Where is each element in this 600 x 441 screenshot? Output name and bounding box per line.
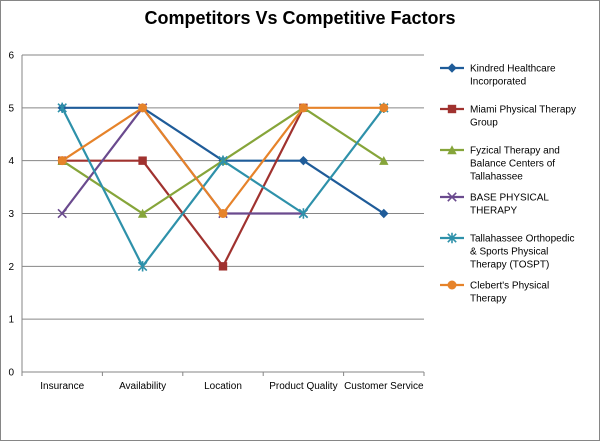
y-tick-label: 6 xyxy=(8,51,14,62)
legend-label: THERAPY xyxy=(470,206,518,217)
legend-marker xyxy=(447,280,457,290)
legend-label: & Sports Physical xyxy=(470,247,548,258)
y-tick-label: 4 xyxy=(8,156,14,167)
legend-label: Therapy (TOSPT) xyxy=(470,260,549,271)
legend-marker xyxy=(447,63,457,73)
data-point xyxy=(218,209,228,218)
y-tick-label: 5 xyxy=(8,103,14,114)
legend-label: Fyzical Therapy and xyxy=(470,146,560,157)
legend-label: Miami Physical Therapy xyxy=(470,105,576,116)
y-tick-label: 2 xyxy=(8,262,14,273)
data-point xyxy=(57,102,67,114)
data-point xyxy=(379,155,389,165)
data-point xyxy=(138,156,147,165)
legend-label: Group xyxy=(470,118,498,129)
data-point xyxy=(298,103,308,113)
legend-marker xyxy=(447,192,457,202)
y-tick-label: 1 xyxy=(8,315,14,326)
data-point xyxy=(137,208,148,218)
legend-marker xyxy=(447,104,457,114)
data-point xyxy=(298,208,309,219)
legend-label: Clebert's Physical xyxy=(470,281,549,292)
x-tick-label: Product Quality xyxy=(269,381,337,392)
legend-label: Kindred Healthcare xyxy=(470,64,556,75)
x-tick-label: Location xyxy=(204,381,242,392)
data-point xyxy=(138,103,148,113)
legend-marker xyxy=(447,145,457,155)
legend-label: Tallahassee xyxy=(470,172,523,183)
legend-label: Therapy xyxy=(470,294,507,305)
x-tick-label: Customer Service xyxy=(344,381,424,392)
data-point xyxy=(298,155,309,166)
y-tick-label: 0 xyxy=(8,368,14,379)
data-point xyxy=(57,156,67,166)
chart-title: Competitors Vs Competitive Factors xyxy=(144,8,456,28)
data-point xyxy=(379,103,389,113)
x-tick-label: Insurance xyxy=(40,381,84,392)
data-point xyxy=(379,208,389,219)
data-point xyxy=(57,208,67,219)
series-line xyxy=(61,107,385,268)
legend-label: Tallahassee Orthopedic xyxy=(470,234,575,245)
legend-marker xyxy=(447,232,457,244)
legend-label: BASE PHYSICAL xyxy=(470,193,549,204)
data-point xyxy=(218,262,228,271)
x-tick-label: Availability xyxy=(119,381,166,392)
legend-label: Balance Centers of xyxy=(470,159,555,170)
legend-label: Incorporated xyxy=(470,77,526,88)
data-point xyxy=(137,261,148,272)
data-point xyxy=(218,155,228,166)
y-tick-label: 3 xyxy=(8,209,14,220)
